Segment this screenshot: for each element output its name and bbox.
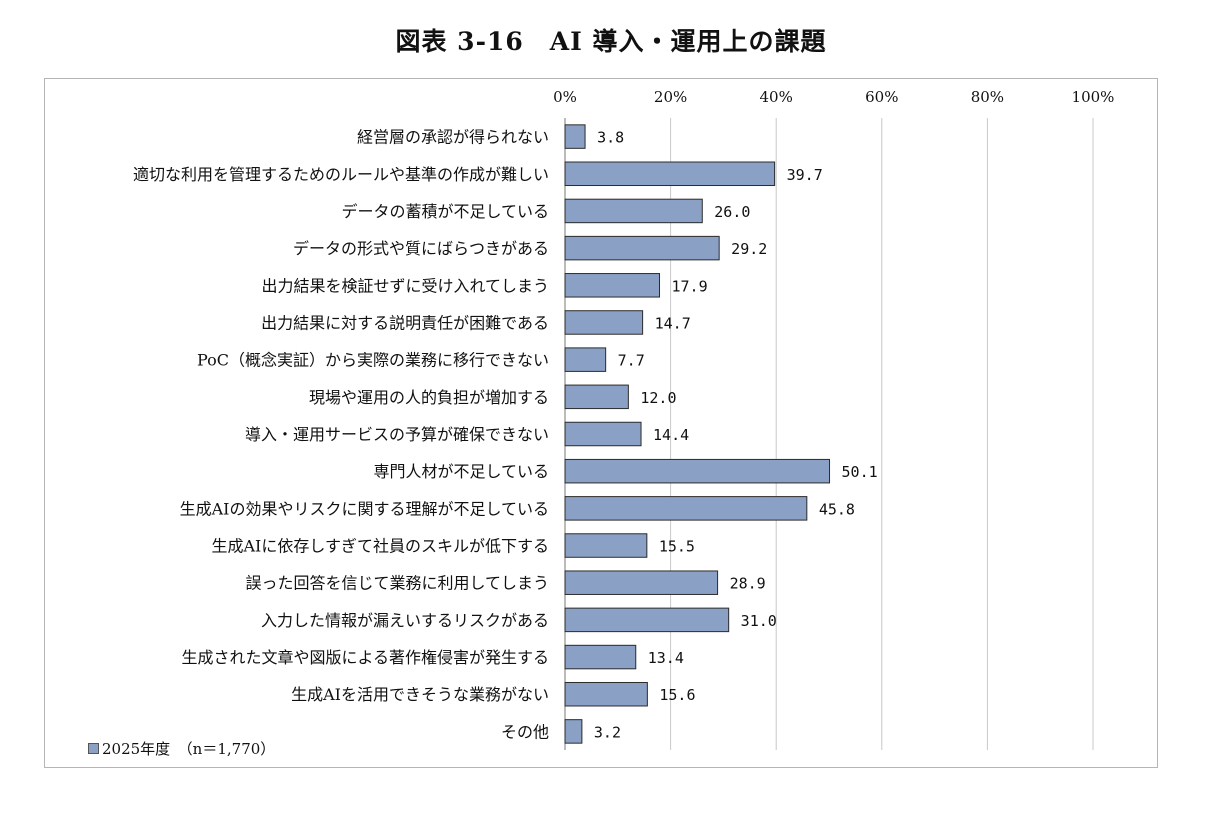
value-label: 29.2 (731, 240, 767, 258)
bar (564, 496, 808, 521)
value-label: 7.7 (618, 352, 645, 370)
bar (564, 458, 831, 484)
value-label: 15.5 (659, 538, 695, 556)
bar (564, 273, 661, 298)
bar (564, 681, 648, 707)
legend: 2025年度 （n＝1,770） (88, 738, 275, 759)
category-label: 専門人材が不足している (373, 462, 549, 481)
value-label: 28.9 (730, 575, 766, 593)
bar (564, 421, 642, 447)
category-label: その他 (501, 722, 549, 741)
bar (564, 644, 637, 670)
category-label: 生成された文章や図版による著作権侵害が発生する (181, 648, 549, 667)
category-label: 生成AIを活用できそうな業務がない (291, 685, 549, 704)
category-label: データの形式や質にばらつきがある (293, 239, 549, 258)
x-tick-label: 100% (1072, 88, 1115, 106)
bar (564, 347, 607, 372)
category-label: 適切な利用を管理するためのルールや基準の作成が難しい (133, 165, 549, 184)
value-label: 12.0 (640, 389, 676, 407)
value-label: 26.0 (714, 203, 750, 221)
value-label: 45.8 (819, 500, 855, 518)
bar (564, 310, 644, 335)
bar (564, 719, 583, 744)
category-label: 生成AIの効果やリスクに関する理解が不足している (180, 499, 549, 518)
value-label: 3.8 (597, 129, 624, 147)
bar (564, 124, 586, 149)
category-label: 出力結果を検証せずに受け入れてしまう (261, 276, 549, 295)
bar (564, 161, 776, 187)
category-label: 出力結果に対する説明責任が困難である (261, 313, 549, 332)
value-label: 13.4 (648, 649, 684, 667)
value-label: 31.0 (741, 612, 777, 630)
x-tick-label: 40% (760, 88, 793, 106)
value-label: 14.4 (653, 426, 689, 444)
chart-frame (44, 78, 1158, 768)
x-tick-label: 80% (971, 88, 1004, 106)
bar (564, 235, 720, 261)
bar (564, 607, 730, 633)
bar (564, 570, 719, 595)
value-label: 14.7 (655, 314, 691, 332)
value-label: 3.2 (594, 723, 621, 741)
legend-label: 2025年度 （n＝1,770） (102, 740, 276, 758)
category-label: 現場や運用の人的負担が増加する (309, 388, 549, 407)
category-label: 生成AIに依存しすぎて社員のスキルが低下する (211, 537, 549, 556)
category-label: 経営層の承認が得られない (357, 128, 549, 147)
bar (564, 384, 629, 410)
x-tick-label: 0% (553, 88, 577, 106)
category-label: 誤った回答を信じて業務に利用してしまう (245, 574, 549, 593)
x-tick-label: 20% (654, 88, 687, 106)
value-label: 50.1 (842, 463, 878, 481)
category-label: PoC（概念実証）から実際の業務に移行できない (197, 351, 549, 370)
category-label: 導入・運用サービスの予算が確保できない (245, 425, 549, 444)
value-label: 15.6 (659, 686, 695, 704)
legend-swatch (88, 743, 99, 754)
bar (564, 198, 703, 224)
value-label: 39.7 (787, 166, 823, 184)
bar (564, 533, 648, 558)
value-label: 17.9 (672, 277, 708, 295)
chart-title: 図表 3-16 AI 導入・運用上の課題 (395, 27, 827, 56)
category-label: データの蓄積が不足している (341, 202, 549, 221)
category-label: 入力した情報が漏えいするリスクがある (261, 611, 549, 630)
x-tick-label: 60% (865, 88, 898, 106)
